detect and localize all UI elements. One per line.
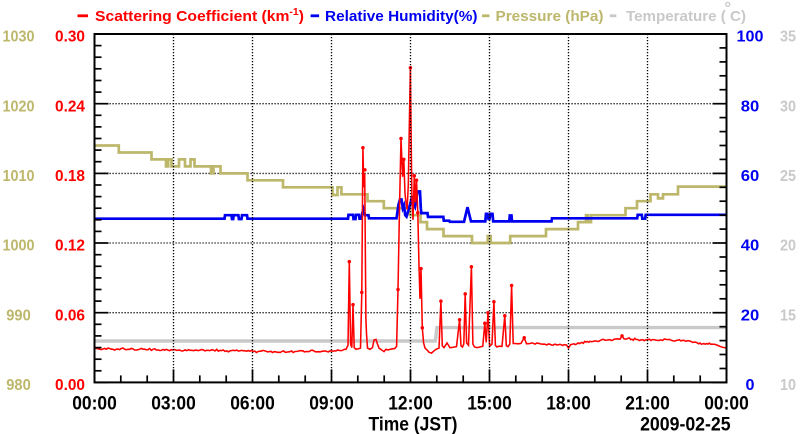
svg-text:0.00: 0.00: [55, 377, 85, 394]
svg-text:980: 980: [6, 377, 31, 394]
svg-text:06:00: 06:00: [230, 393, 275, 414]
svg-text:1030: 1030: [3, 29, 35, 46]
svg-text:03:00: 03:00: [151, 393, 196, 414]
svg-text:Relative Humidity(%): Relative Humidity(%): [325, 8, 478, 25]
svg-text:35: 35: [780, 29, 796, 46]
svg-text:Temperature ( C): Temperature ( C): [626, 8, 746, 25]
svg-text:Scattering Coefficient (km-1): Scattering Coefficient (km -1): [95, 7, 304, 25]
svg-text:100: 100: [737, 29, 764, 46]
svg-text:0.30: 0.30: [55, 29, 85, 46]
svg-text:0.18: 0.18: [55, 168, 85, 185]
svg-text:2009-02-25: 2009-02-25: [640, 415, 731, 434]
svg-text:21:00: 21:00: [625, 393, 670, 414]
svg-text:00:00: 00:00: [704, 393, 749, 414]
svg-text:60: 60: [741, 168, 760, 185]
svg-text:0: 0: [746, 377, 755, 394]
svg-text:20: 20: [780, 238, 796, 255]
svg-text:Time (JST): Time (JST): [369, 415, 458, 434]
svg-text:1020: 1020: [3, 98, 35, 115]
svg-text:15: 15: [780, 307, 796, 324]
svg-text:12:00: 12:00: [388, 393, 433, 414]
svg-text:20: 20: [741, 307, 760, 324]
svg-text:30: 30: [780, 98, 796, 115]
svg-text:40: 40: [741, 238, 760, 255]
svg-text:1000: 1000: [3, 238, 35, 255]
svg-text:09:00: 09:00: [309, 393, 354, 414]
svg-text:990: 990: [6, 307, 31, 324]
svg-text:00:00: 00:00: [72, 393, 117, 414]
svg-text:18:00: 18:00: [546, 393, 591, 414]
svg-text:15:00: 15:00: [467, 393, 512, 414]
svg-text:0.06: 0.06: [55, 307, 85, 324]
svg-text:0.12: 0.12: [55, 238, 85, 255]
svg-text:1010: 1010: [3, 168, 35, 185]
svg-text:10: 10: [780, 377, 796, 394]
svg-text:Pressure (hPa): Pressure (hPa): [496, 8, 604, 25]
svg-text:80: 80: [741, 98, 760, 115]
svg-text:25: 25: [780, 168, 796, 185]
svg-text:0.24: 0.24: [55, 98, 85, 115]
